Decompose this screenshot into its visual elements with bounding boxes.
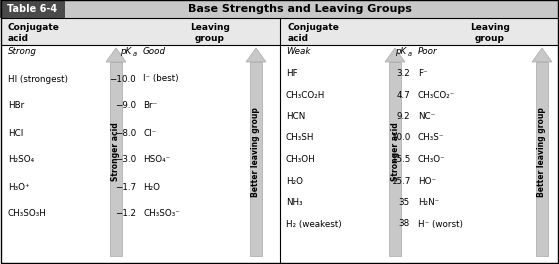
Text: Cl⁻: Cl⁻: [143, 129, 157, 138]
Text: CH₃CO₂H: CH₃CO₂H: [286, 91, 325, 100]
Text: I⁻ (best): I⁻ (best): [143, 74, 179, 83]
Text: HCN: HCN: [286, 112, 305, 121]
Bar: [0, 0, 559, 18]
Text: HF: HF: [286, 69, 297, 78]
Text: H₂O: H₂O: [143, 182, 160, 191]
Bar: [389, 62, 401, 256]
Text: Strong: Strong: [8, 48, 37, 56]
Text: 4.7: 4.7: [396, 91, 410, 100]
Text: NH₃: NH₃: [286, 198, 302, 207]
Polygon shape: [532, 48, 552, 62]
Text: Br⁻: Br⁻: [143, 101, 157, 111]
Text: pK: pK: [395, 48, 406, 56]
Text: Better leaving group: Better leaving group: [538, 107, 547, 197]
Text: Stronger acid: Stronger acid: [391, 122, 400, 181]
Polygon shape: [246, 48, 266, 62]
Bar: [0, 0, 65, 18]
Text: Conjugate
acid: Conjugate acid: [288, 23, 340, 43]
Text: Leaving
group: Leaving group: [470, 23, 510, 43]
Text: CH₃CO₂⁻: CH₃CO₂⁻: [418, 91, 456, 100]
Text: −8.0: −8.0: [115, 129, 136, 138]
Bar: [1, 18, 558, 45]
Text: Base Strengths and Leaving Groups: Base Strengths and Leaving Groups: [188, 4, 412, 14]
Text: HCl: HCl: [8, 129, 23, 138]
Text: HI (strongest): HI (strongest): [8, 74, 68, 83]
Polygon shape: [106, 48, 126, 62]
Text: H⁻ (worst): H⁻ (worst): [418, 219, 463, 229]
Text: Conjugate
acid: Conjugate acid: [8, 23, 60, 43]
Text: HBr: HBr: [8, 101, 24, 111]
Text: NC⁻: NC⁻: [418, 112, 435, 121]
Text: H₂ (weakest): H₂ (weakest): [286, 219, 342, 229]
Text: CH₃S⁻: CH₃S⁻: [418, 134, 444, 143]
Text: CH₃SH: CH₃SH: [286, 134, 315, 143]
Text: −1.2: −1.2: [115, 210, 136, 219]
Text: a: a: [408, 50, 412, 56]
Text: H₂O: H₂O: [286, 177, 303, 186]
Text: F⁻: F⁻: [418, 69, 428, 78]
Text: 3.2: 3.2: [396, 69, 410, 78]
Polygon shape: [385, 48, 405, 62]
Bar: [250, 62, 262, 256]
Text: Poor: Poor: [418, 48, 438, 56]
Text: pK: pK: [120, 48, 131, 56]
Text: Table 6-4: Table 6-4: [7, 4, 57, 14]
Text: HSO₄⁻: HSO₄⁻: [143, 155, 170, 164]
Text: 38: 38: [399, 219, 410, 229]
Text: Stronger acid: Stronger acid: [111, 122, 121, 181]
Text: H₃O⁺: H₃O⁺: [8, 182, 30, 191]
Text: 15.7: 15.7: [391, 177, 410, 186]
Text: a: a: [133, 50, 137, 56]
Text: H₂N⁻: H₂N⁻: [418, 198, 439, 207]
Text: 9.2: 9.2: [396, 112, 410, 121]
Text: −3.0: −3.0: [115, 155, 136, 164]
Text: CH₃SO₃⁻: CH₃SO₃⁻: [143, 210, 180, 219]
Text: 35: 35: [399, 198, 410, 207]
Text: Weak: Weak: [286, 48, 310, 56]
Text: −9.0: −9.0: [115, 101, 136, 111]
Text: H₂SO₄: H₂SO₄: [8, 155, 34, 164]
Text: −10.0: −10.0: [109, 74, 136, 83]
Text: 15.5: 15.5: [391, 155, 410, 164]
Text: CH₃SO₃H: CH₃SO₃H: [8, 210, 47, 219]
Text: Better leaving group: Better leaving group: [252, 107, 260, 197]
Bar: [536, 62, 548, 256]
Text: HO⁻: HO⁻: [418, 177, 436, 186]
Text: CH₃O⁻: CH₃O⁻: [418, 155, 446, 164]
Text: Leaving
group: Leaving group: [190, 23, 230, 43]
Text: CH₃OH: CH₃OH: [286, 155, 316, 164]
Text: −1.7: −1.7: [115, 182, 136, 191]
Bar: [110, 62, 122, 256]
Text: Good: Good: [143, 48, 166, 56]
Text: 10.0: 10.0: [391, 134, 410, 143]
